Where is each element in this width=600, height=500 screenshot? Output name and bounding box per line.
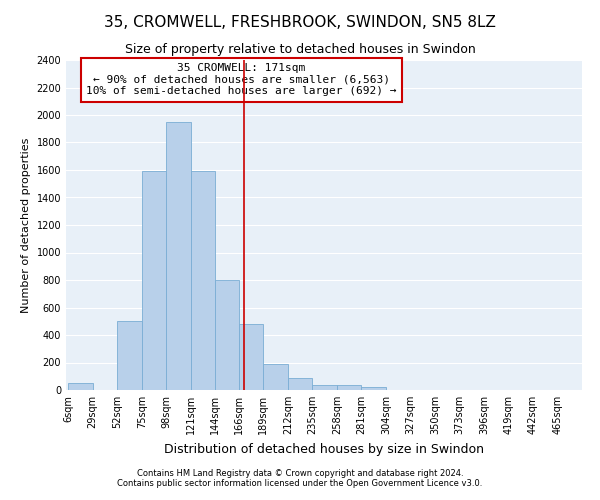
Bar <box>142 172 166 390</box>
Bar <box>68 383 92 390</box>
Bar <box>288 378 312 390</box>
Bar <box>215 280 239 390</box>
X-axis label: Distribution of detached houses by size in Swindon: Distribution of detached houses by size … <box>164 442 484 456</box>
Bar <box>312 385 337 390</box>
Bar <box>191 172 215 390</box>
Y-axis label: Number of detached properties: Number of detached properties <box>21 138 31 312</box>
Text: 35 CROMWELL: 171sqm
← 90% of detached houses are smaller (6,563)
10% of semi-det: 35 CROMWELL: 171sqm ← 90% of detached ho… <box>86 64 397 96</box>
Text: Size of property relative to detached houses in Swindon: Size of property relative to detached ho… <box>125 42 475 56</box>
Bar <box>239 324 263 390</box>
Bar <box>361 387 386 390</box>
Bar <box>166 122 191 390</box>
Bar <box>337 385 361 390</box>
Bar <box>117 322 142 390</box>
Text: 35, CROMWELL, FRESHBROOK, SWINDON, SN5 8LZ: 35, CROMWELL, FRESHBROOK, SWINDON, SN5 8… <box>104 15 496 30</box>
Text: Contains HM Land Registry data © Crown copyright and database right 2024.: Contains HM Land Registry data © Crown c… <box>137 468 463 477</box>
Text: Contains public sector information licensed under the Open Government Licence v3: Contains public sector information licen… <box>118 478 482 488</box>
Bar <box>263 364 288 390</box>
